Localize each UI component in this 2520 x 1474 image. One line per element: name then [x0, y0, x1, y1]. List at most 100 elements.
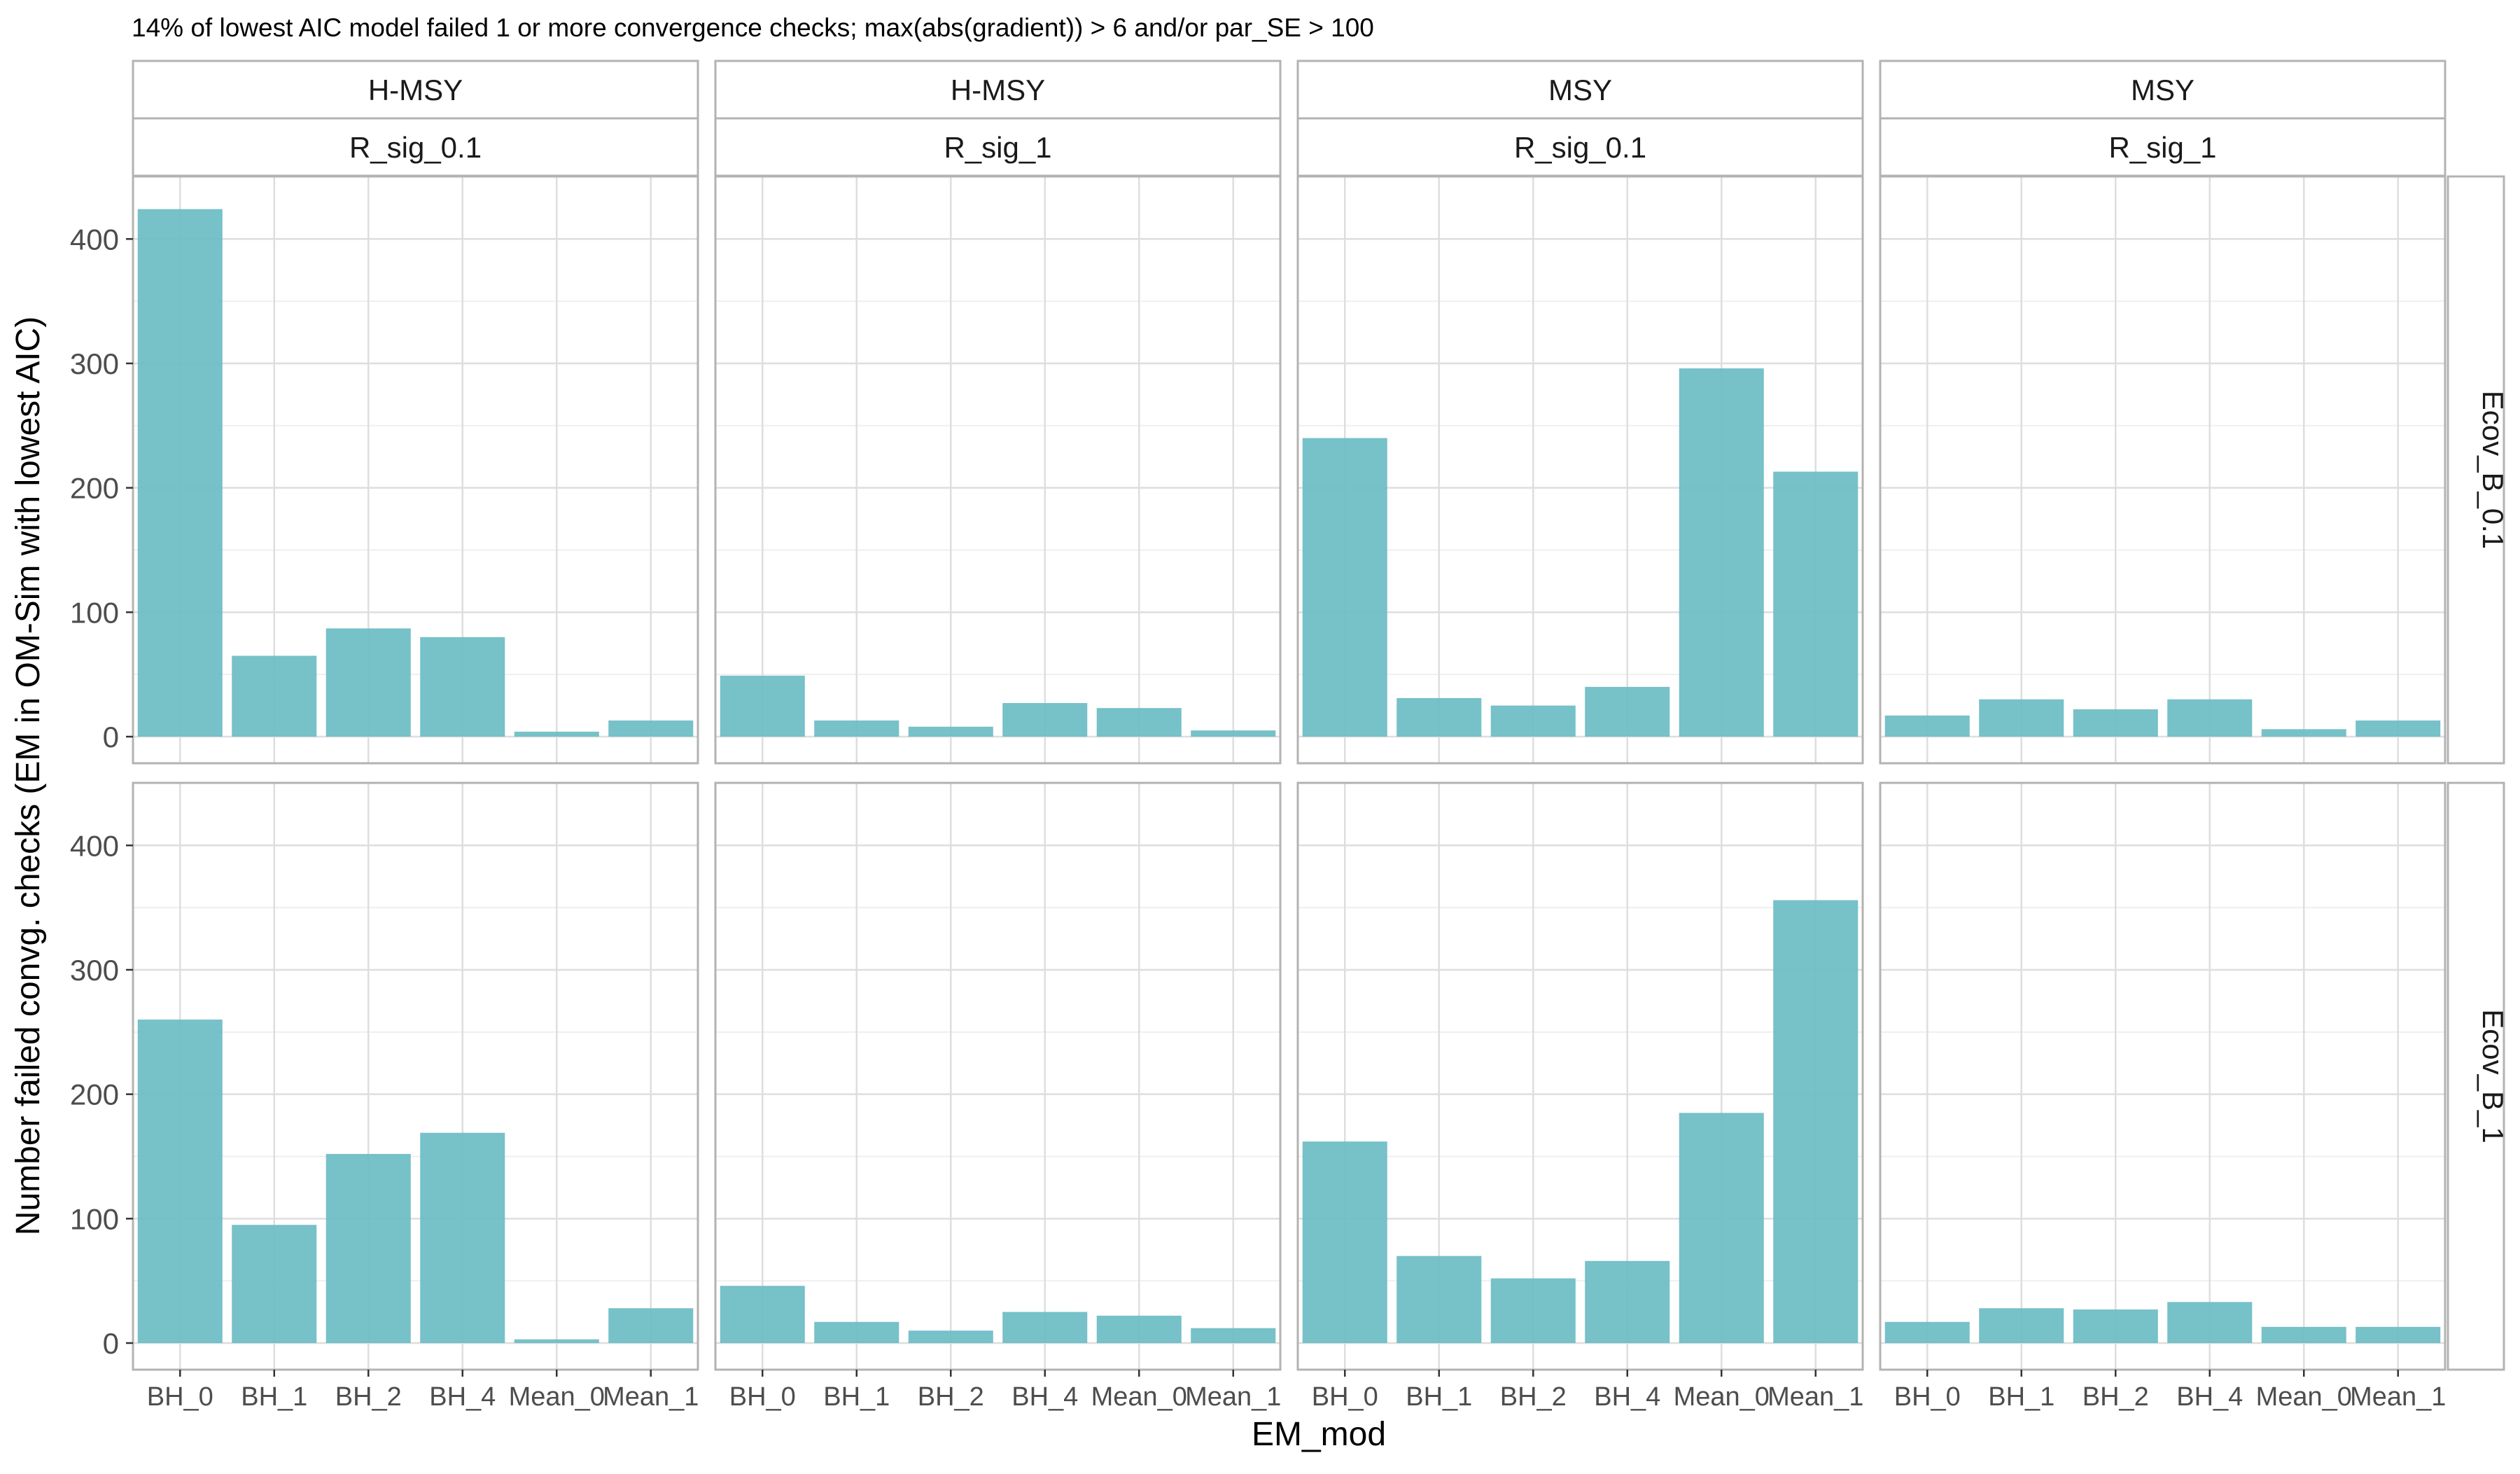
facet-label-sub: R_sig_0.1	[349, 131, 482, 164]
bar	[1773, 471, 1858, 737]
panel-border	[1879, 175, 2446, 765]
bar	[2167, 1302, 2253, 1343]
bar	[1679, 1113, 1764, 1343]
facet-strip-sub	[132, 117, 699, 177]
bar	[2073, 709, 2158, 737]
facet-strip-sub	[714, 117, 1282, 177]
facet-strip-sub	[1296, 117, 1864, 177]
bar	[326, 1153, 411, 1343]
panel-border	[132, 175, 699, 765]
bar	[232, 1225, 317, 1343]
bar	[1002, 703, 1088, 737]
bar	[1490, 1278, 1576, 1343]
bar	[1302, 1141, 1387, 1343]
panel-background	[715, 176, 1280, 763]
bar	[420, 637, 505, 737]
x-tick-label: BH_0	[729, 1382, 796, 1412]
bar	[1396, 697, 1482, 737]
bar	[137, 209, 223, 737]
facet-label-top: MSY	[1548, 74, 1612, 106]
x-tick-label: BH_1	[1988, 1382, 2054, 1412]
bar	[2261, 729, 2346, 737]
bar	[2356, 720, 2441, 737]
x-tick-label: BH_0	[1894, 1382, 1961, 1412]
bar	[1490, 705, 1576, 737]
panel-background	[133, 783, 698, 1370]
y-tick-label: 400	[70, 223, 119, 256]
facet-label-sub: R_sig_1	[944, 131, 1051, 164]
bar	[1302, 438, 1387, 737]
panel-background	[1298, 783, 1863, 1370]
x-tick-label: BH_2	[1500, 1382, 1567, 1412]
bar	[1884, 715, 1970, 737]
panel-border	[714, 175, 1282, 765]
x-tick-label: Mean_1	[1768, 1382, 1863, 1412]
bar	[326, 628, 411, 737]
x-tick-label: BH_4	[2176, 1382, 2243, 1412]
x-tick-label: Mean_1	[2350, 1382, 2446, 1412]
panel-border	[1296, 781, 1864, 1371]
x-tick-label: Mean_1	[1185, 1382, 1281, 1412]
bar	[1002, 1312, 1088, 1343]
panel-border	[1879, 781, 2446, 1371]
bar	[814, 1321, 899, 1343]
bar	[514, 731, 599, 737]
facet-label-top: H-MSY	[951, 74, 1045, 106]
facet-strip-row	[2446, 781, 2505, 1371]
facet-label-row: Ecov_B_1	[2477, 1009, 2510, 1143]
bar	[1191, 730, 1276, 737]
panel-background	[1298, 176, 1863, 763]
x-tick-label: Mean_0	[2256, 1382, 2352, 1412]
y-tick-label: 300	[70, 347, 119, 380]
panel-border	[132, 781, 699, 1371]
bar	[137, 1020, 223, 1343]
x-tick-label: BH_2	[335, 1382, 402, 1412]
facet-strip-sub	[1879, 117, 2446, 177]
x-tick-label: BH_4	[1594, 1382, 1660, 1412]
panel-border	[714, 781, 1282, 1371]
x-axis-title: EM_mod	[1252, 1416, 1386, 1453]
y-tick-label: 100	[70, 596, 119, 629]
bar	[1979, 699, 2064, 737]
x-tick-label: BH_1	[823, 1382, 890, 1412]
chart-title: 14% of lowest AIC model failed 1 or more…	[132, 13, 1374, 42]
bar	[814, 720, 899, 737]
bar	[720, 675, 805, 737]
bar	[608, 1308, 694, 1343]
y-tick-label: 300	[70, 954, 119, 987]
facet-label-sub: R_sig_0.1	[1514, 131, 1646, 164]
x-tick-label: BH_0	[147, 1382, 214, 1412]
facet-strip-row	[2446, 175, 2505, 765]
bar	[1585, 686, 1670, 737]
x-tick-label: BH_1	[241, 1382, 307, 1412]
x-tick-label: Mean_1	[603, 1382, 699, 1412]
facet-label-row: Ecov_B_0.1	[2477, 391, 2510, 550]
facet-panels: H-MSY R_sig_0.1 H-MSY R_sig_1 MSY R_sig_0.1 MS…	[70, 60, 2510, 1412]
x-tick-label: BH_4	[1011, 1382, 1078, 1412]
x-tick-label: BH_0	[1312, 1382, 1378, 1412]
bar	[514, 1339, 599, 1343]
bar	[720, 1286, 805, 1343]
y-tick-label: 0	[103, 721, 119, 753]
bar	[2261, 1326, 2346, 1343]
bar	[1773, 900, 1858, 1343]
facet-label-top: MSY	[2131, 74, 2194, 106]
panel-background	[715, 783, 1280, 1370]
bar	[1585, 1260, 1670, 1343]
bar	[1884, 1321, 1970, 1343]
bar	[1396, 1256, 1482, 1343]
bar	[232, 655, 317, 737]
panel-background	[133, 176, 698, 763]
bar	[2073, 1309, 2158, 1343]
bar	[908, 1330, 993, 1343]
x-tick-label: Mean_0	[1091, 1382, 1187, 1412]
panel-background	[1880, 783, 2445, 1370]
bar	[2167, 699, 2253, 737]
bar	[1979, 1308, 2064, 1343]
bar	[608, 720, 694, 737]
bar	[2356, 1326, 2441, 1343]
x-tick-label: BH_4	[429, 1382, 496, 1412]
bar	[1191, 1328, 1276, 1343]
bar	[1096, 708, 1182, 737]
x-tick-label: BH_1	[1406, 1382, 1472, 1412]
